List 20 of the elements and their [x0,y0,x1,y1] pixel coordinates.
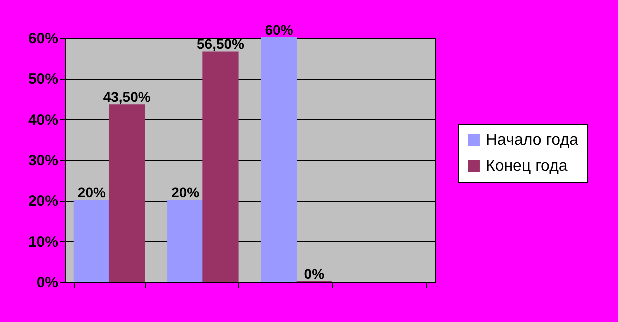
bar [168,200,204,282]
data-label: 20% [172,184,200,201]
data-label: 43,50% [103,89,152,106]
bar [74,200,110,282]
y-tick-label: 10% [28,234,58,251]
bar [202,52,239,282]
data-label: 60% [265,22,294,38]
data-label: 56,50% [196,36,246,52]
y-tick-label: 0% [36,274,58,292]
legend-label: Конец года [486,158,568,175]
legend-label: Начало года [486,132,579,149]
y-tick-label: 60% [28,30,58,48]
y-tick-label: 40% [28,112,58,129]
bar [108,104,146,282]
bar [261,38,298,282]
y-tick-label: 20% [28,193,58,210]
y-tick-label: 50% [28,71,58,88]
y-tick-label: 30% [28,152,58,170]
data-label: 0% [304,266,326,282]
data-label: 20% [78,184,106,201]
